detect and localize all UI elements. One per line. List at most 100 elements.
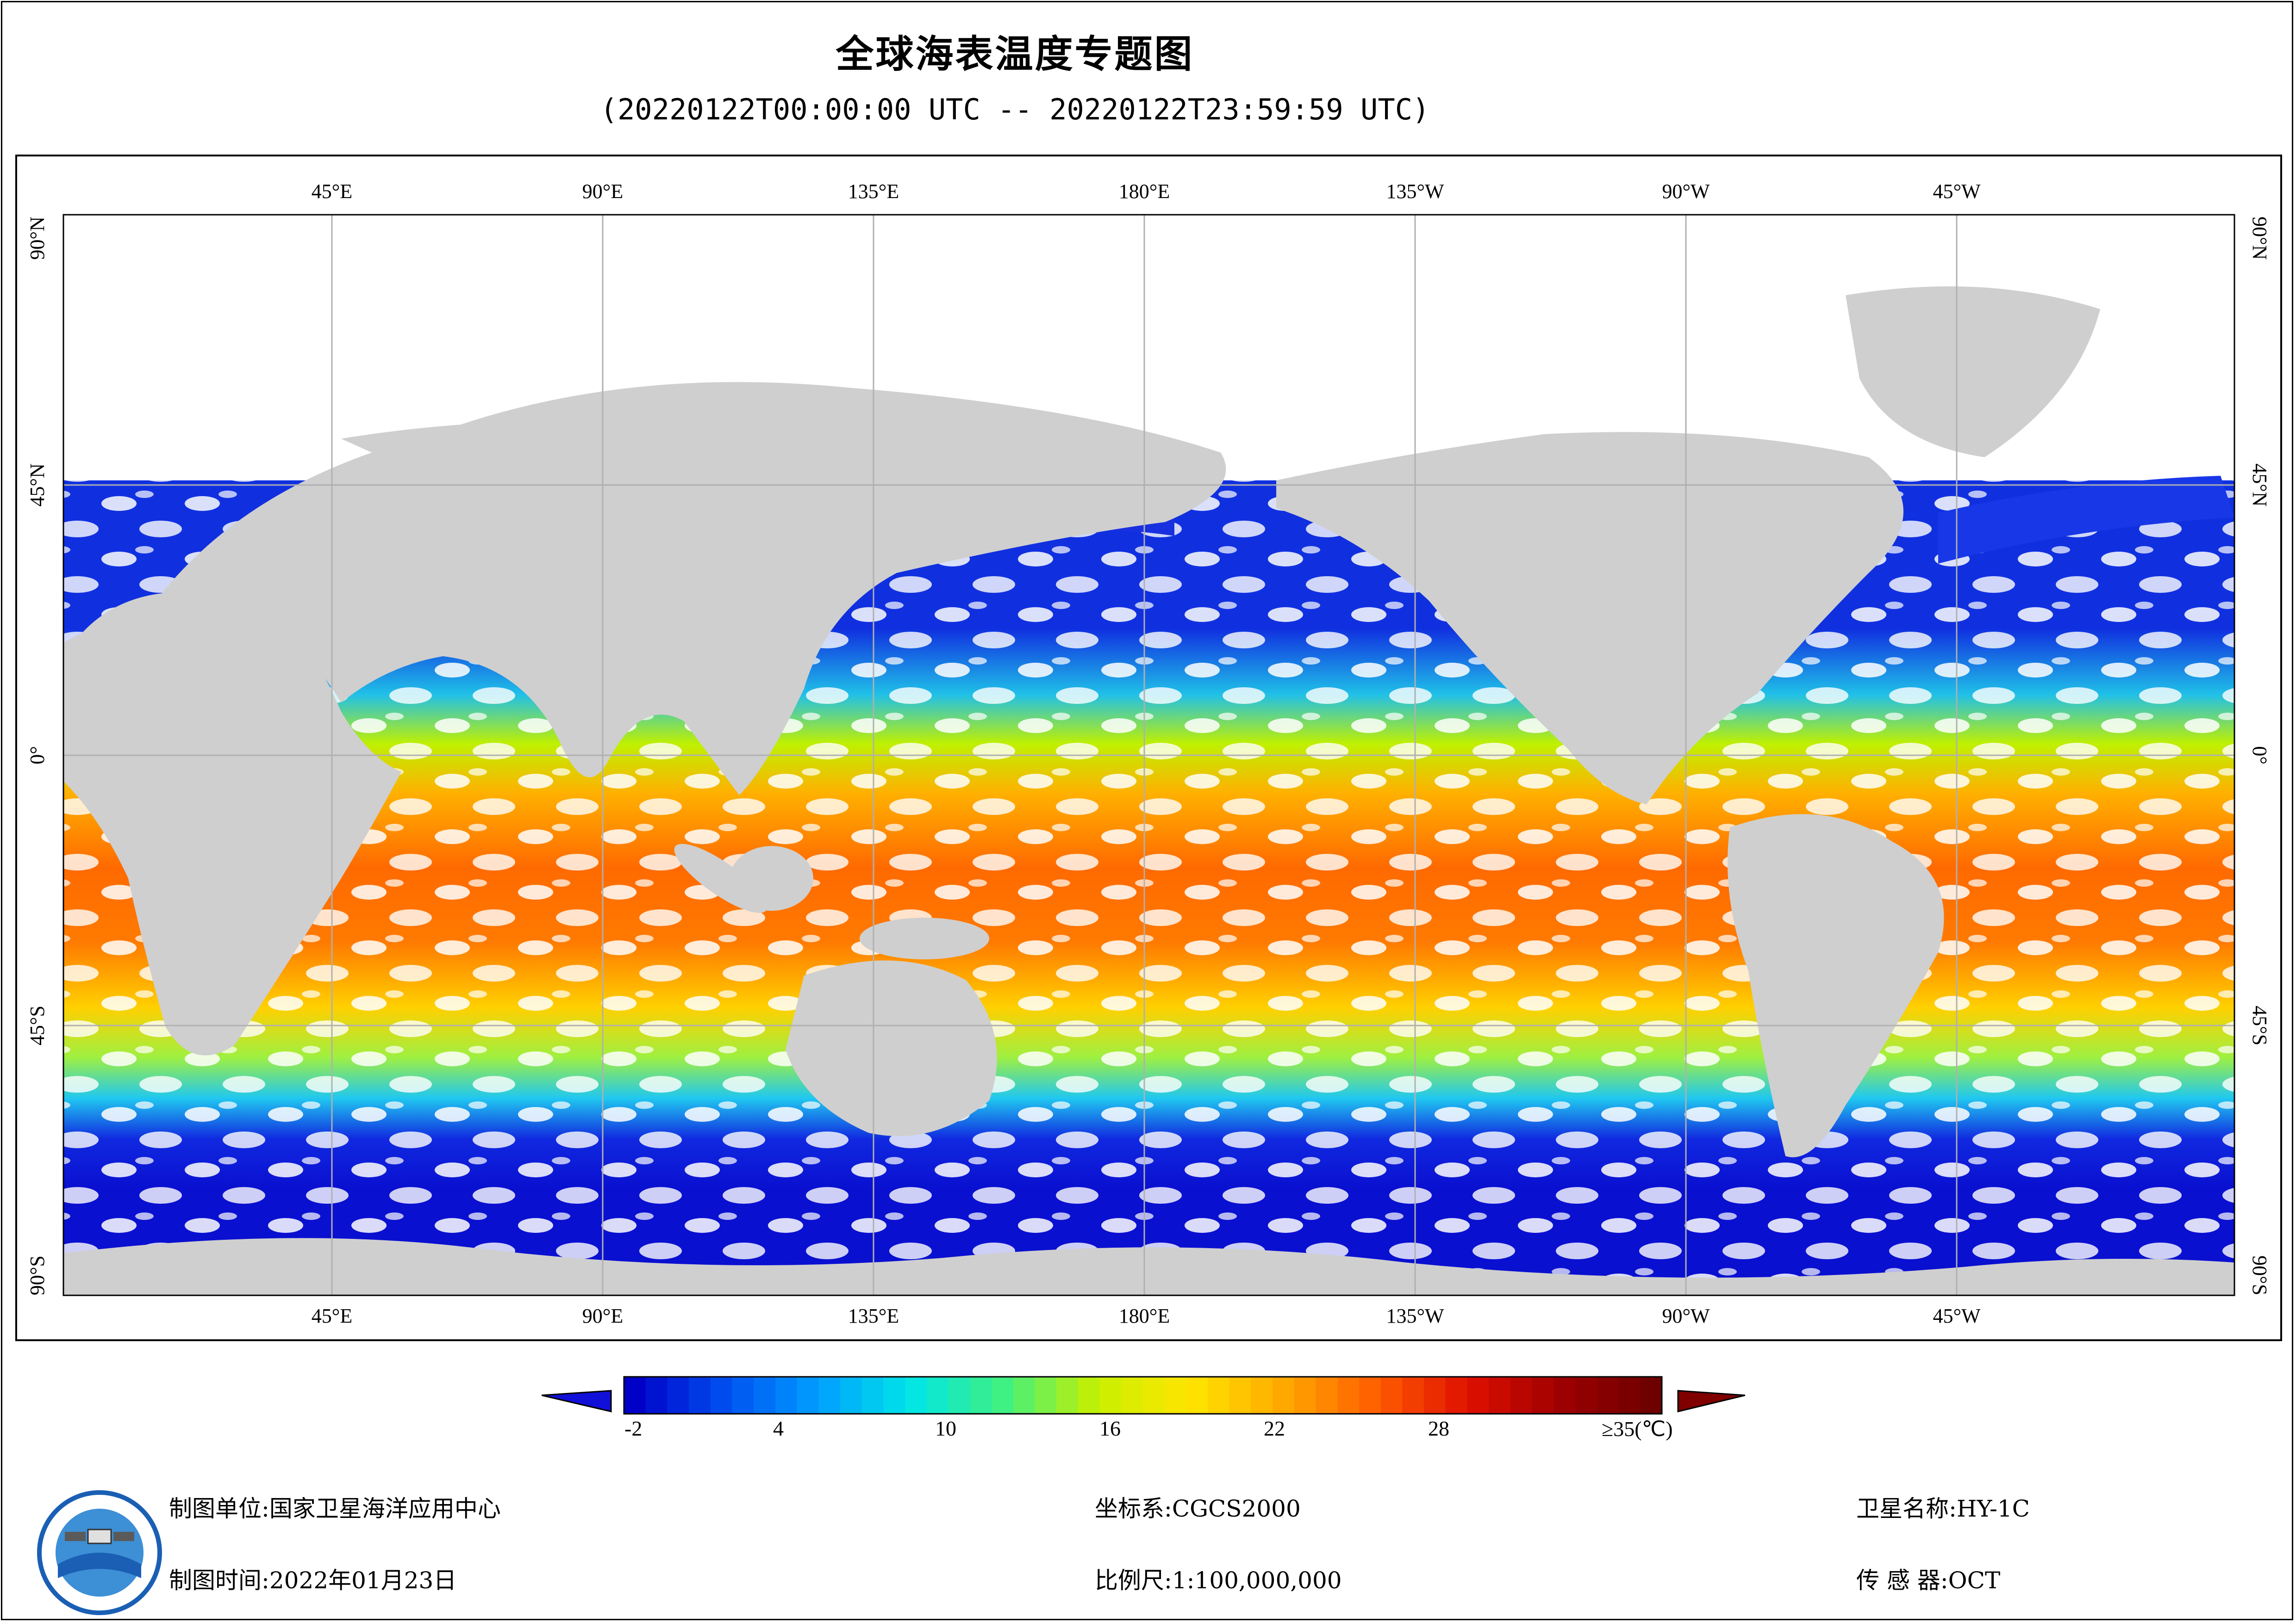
- map-frame: 45°E 90°E 135°E 180°E 135°W 90°W 45°W 45…: [15, 155, 2282, 1341]
- africa: [63, 592, 401, 1056]
- colorbar-cell: [797, 1377, 819, 1414]
- colorbar: [542, 1376, 1745, 1415]
- satellite-name: 卫星名称:HY-1C: [1856, 1495, 2030, 1522]
- bottom-lon-label: 90°E: [582, 1305, 623, 1327]
- north-atlantic-cold-water: [1938, 476, 2234, 564]
- map-plot-area: [63, 215, 2234, 1295]
- colorbar-over-arrow: [1677, 1390, 1745, 1412]
- colorbar-cell: [1273, 1377, 1295, 1414]
- north-america: [1276, 432, 1903, 804]
- map-title: 全球海表温度专题图: [836, 32, 1194, 76]
- colorbar-cell: [732, 1377, 754, 1414]
- colorbar-cell: [883, 1377, 905, 1414]
- bottom-lon-label: 90°W: [1662, 1305, 1710, 1327]
- left-lat-label: 90°S: [26, 1256, 49, 1295]
- colorbar-cell: [667, 1377, 689, 1414]
- colorbar-cell: [1208, 1377, 1230, 1414]
- sumatra: [674, 844, 767, 913]
- right-lat-labels: 90°N 45°N 0° 45°S 90°S: [2248, 217, 2271, 1295]
- colorbar-cell: [905, 1377, 927, 1414]
- mapping-unit: 制图单位:国家卫星海洋应用中心: [169, 1495, 501, 1522]
- bottom-lon-label: 45°E: [312, 1305, 352, 1327]
- colorbar-cell: [1251, 1377, 1273, 1414]
- colorbar-cell: [1337, 1377, 1360, 1414]
- colorbar-tick-label: -2: [624, 1417, 643, 1440]
- colorbar-cell: [624, 1377, 646, 1414]
- colorbar-cell: [1056, 1377, 1079, 1414]
- australia: [786, 960, 997, 1136]
- colorbar-tick-label: 16: [1099, 1417, 1121, 1440]
- antarctica: [63, 1238, 2234, 1295]
- colorbar-cell: [1359, 1377, 1381, 1414]
- colorbar-cell: [1554, 1377, 1576, 1414]
- colorbar-cell: [1532, 1377, 1554, 1414]
- colorbar-cell: [1229, 1377, 1252, 1414]
- graticule: [63, 215, 2234, 1295]
- sensor-name: 传 感 器:OCT: [1856, 1567, 2001, 1594]
- left-lat-label: 45°S: [26, 1006, 49, 1045]
- colorbar-cell: [1445, 1377, 1468, 1414]
- colorbar-cell: [861, 1377, 884, 1414]
- colorbar-cell: [645, 1377, 668, 1414]
- bottom-lon-labels: 45°E 90°E 135°E 180°E 135°W 90°W 45°W: [312, 1305, 1981, 1327]
- greenland: [1846, 286, 2100, 457]
- top-lon-label: 90°W: [1662, 180, 1710, 203]
- right-lat-label: 90°S: [2248, 1256, 2271, 1295]
- bottom-lon-label: 135°W: [1386, 1305, 1444, 1327]
- bottom-lon-label: 135°E: [848, 1305, 899, 1327]
- colorbar-tick-label: 28: [1428, 1417, 1449, 1440]
- colorbar-under-arrow: [542, 1390, 612, 1412]
- colorbar-cell: [840, 1377, 862, 1414]
- arctic-land: [341, 411, 989, 480]
- colorbar-cell: [754, 1377, 776, 1414]
- top-lon-label: 135°W: [1386, 180, 1444, 203]
- top-lon-label: 135°E: [848, 180, 899, 203]
- left-lat-label: 90°N: [26, 217, 49, 260]
- time-range-subtitle: (20220122T00:00:00 UTC -- 20220122T23:59…: [600, 93, 1430, 126]
- right-lat-label: 45°N: [2248, 463, 2271, 506]
- top-lon-labels: 45°E 90°E 135°E 180°E 135°W 90°W 45°W: [312, 180, 1981, 203]
- colorbar-cell: [1402, 1377, 1424, 1414]
- right-lat-label: 45°S: [2248, 1006, 2271, 1045]
- sst-map: 45°E 90°E 135°E 180°E 135°W 90°W 45°W 45…: [26, 180, 2271, 1327]
- left-lat-label: 45°N: [26, 463, 49, 506]
- colorbar-cell: [689, 1377, 711, 1414]
- colorbar-cell: [1640, 1377, 1662, 1414]
- colorbar-tick-label: 22: [1264, 1417, 1285, 1440]
- top-lon-label: 180°E: [1119, 180, 1170, 203]
- colorbar-cell: [775, 1377, 798, 1414]
- colorbar-cell: [926, 1377, 949, 1414]
- colorbar-cell: [1099, 1377, 1122, 1414]
- colorbar-cell: [1186, 1377, 1208, 1414]
- bottom-lon-label: 45°W: [1933, 1305, 1981, 1327]
- colorbar-tick-label: 10: [935, 1417, 956, 1440]
- left-lat-label: 0°: [26, 746, 49, 765]
- top-lon-label: 45°W: [1933, 180, 1981, 203]
- colorbar-cell: [1424, 1377, 1446, 1414]
- new-guinea: [860, 918, 989, 959]
- top-lon-label: 45°E: [312, 180, 352, 203]
- colorbar-cell: [1316, 1377, 1338, 1414]
- map-scale: 比例尺:1:100,000,000: [1095, 1567, 1342, 1594]
- colorbar-cell: [710, 1377, 733, 1414]
- left-lat-labels: 90°N 45°N 0° 45°S 90°S: [26, 217, 49, 1295]
- colorbar-cell: [1143, 1377, 1165, 1414]
- right-lat-label: 0°: [2248, 746, 2271, 765]
- colorbar-cell: [1618, 1377, 1641, 1414]
- colorbar-tick-label: ≥35(℃): [1602, 1417, 1673, 1441]
- coordinate-system: 坐标系:CGCS2000: [1095, 1495, 1301, 1522]
- colorbar-cells: [623, 1376, 1663, 1415]
- colorbar-cell: [992, 1377, 1014, 1414]
- colorbar-tick-label: 4: [773, 1417, 784, 1440]
- colorbar-cell: [1013, 1377, 1036, 1414]
- colorbar-cell: [1380, 1377, 1403, 1414]
- colorbar-cell: [1489, 1377, 1511, 1414]
- south-america: [1728, 814, 1944, 1157]
- colorbar-cell: [1294, 1377, 1316, 1414]
- bottom-lon-label: 180°E: [1119, 1305, 1170, 1327]
- top-lon-label: 90°E: [582, 180, 623, 203]
- colorbar-cell: [1510, 1377, 1533, 1414]
- mapping-time: 制图时间:2022年01月23日: [169, 1567, 457, 1594]
- colorbar-cell: [1597, 1377, 1619, 1414]
